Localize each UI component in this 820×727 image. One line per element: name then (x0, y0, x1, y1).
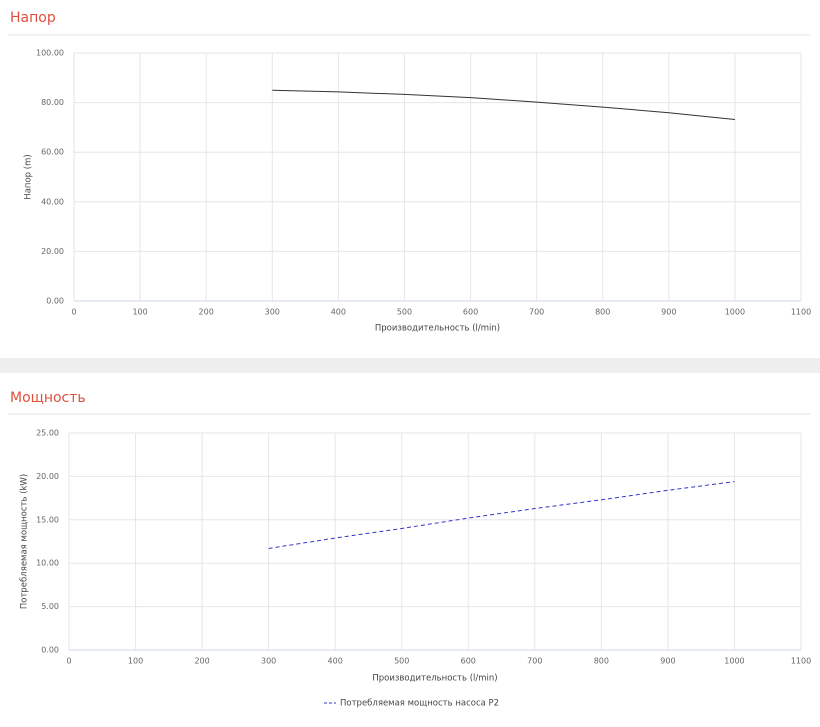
legend-label: Потребляемая мощность насоса P2 (340, 699, 499, 709)
y-tick-label: 20.00 (36, 472, 59, 481)
x-tick-label: 400 (331, 308, 346, 317)
x-tick-label: 500 (394, 657, 409, 666)
x-axis-label: Производительность (l/min) (372, 674, 497, 684)
x-tick-label: 1000 (725, 308, 745, 317)
y-tick-label: 10.00 (36, 559, 59, 568)
panel-title: Напор (10, 10, 56, 26)
y-tick-label: 60.00 (41, 148, 64, 157)
x-tick-label: 700 (527, 657, 542, 666)
x-tick-label: 100 (128, 657, 143, 666)
y-tick-label: 0.00 (41, 646, 59, 655)
x-tick-label: 800 (594, 657, 609, 666)
x-tick-label: 600 (461, 657, 476, 666)
x-axis-label: Производительность (l/min) (375, 324, 500, 334)
x-tick-label: 700 (529, 308, 544, 317)
x-tick-label: 900 (661, 308, 676, 317)
x-tick-label: 400 (328, 657, 343, 666)
data-line (268, 481, 735, 549)
data-line (272, 89, 735, 120)
panel-title: Мощность (10, 390, 86, 406)
panel-gap (0, 358, 820, 373)
x-tick-label: 800 (595, 308, 610, 317)
x-tick-label: 900 (660, 657, 675, 666)
x-tick-label: 600 (463, 308, 478, 317)
x-tick-label: 1100 (791, 308, 811, 317)
y-tick-label: 80.00 (41, 98, 64, 107)
x-tick-label: 0 (66, 657, 71, 666)
x-tick-label: 200 (194, 657, 209, 666)
y-tick-label: 25.00 (36, 429, 59, 438)
x-tick-label: 200 (199, 308, 214, 317)
x-tick-label: 0 (71, 308, 76, 317)
y-tick-label: 40.00 (41, 197, 64, 206)
x-tick-label: 1000 (724, 657, 744, 666)
x-tick-label: 1100 (791, 657, 811, 666)
y-tick-label: 0.00 (46, 297, 64, 306)
x-tick-label: 300 (261, 657, 276, 666)
y-tick-label: 15.00 (36, 515, 59, 524)
y-tick-label: 100.00 (36, 49, 64, 58)
x-tick-label: 100 (132, 308, 147, 317)
y-tick-label: 5.00 (41, 602, 59, 611)
x-tick-label: 500 (397, 308, 412, 317)
x-tick-label: 300 (265, 308, 280, 317)
y-axis-label: Напор (m) (24, 154, 34, 199)
y-axis-label: Потребляемая мощность (kW) (20, 474, 30, 609)
y-tick-label: 20.00 (41, 247, 64, 256)
